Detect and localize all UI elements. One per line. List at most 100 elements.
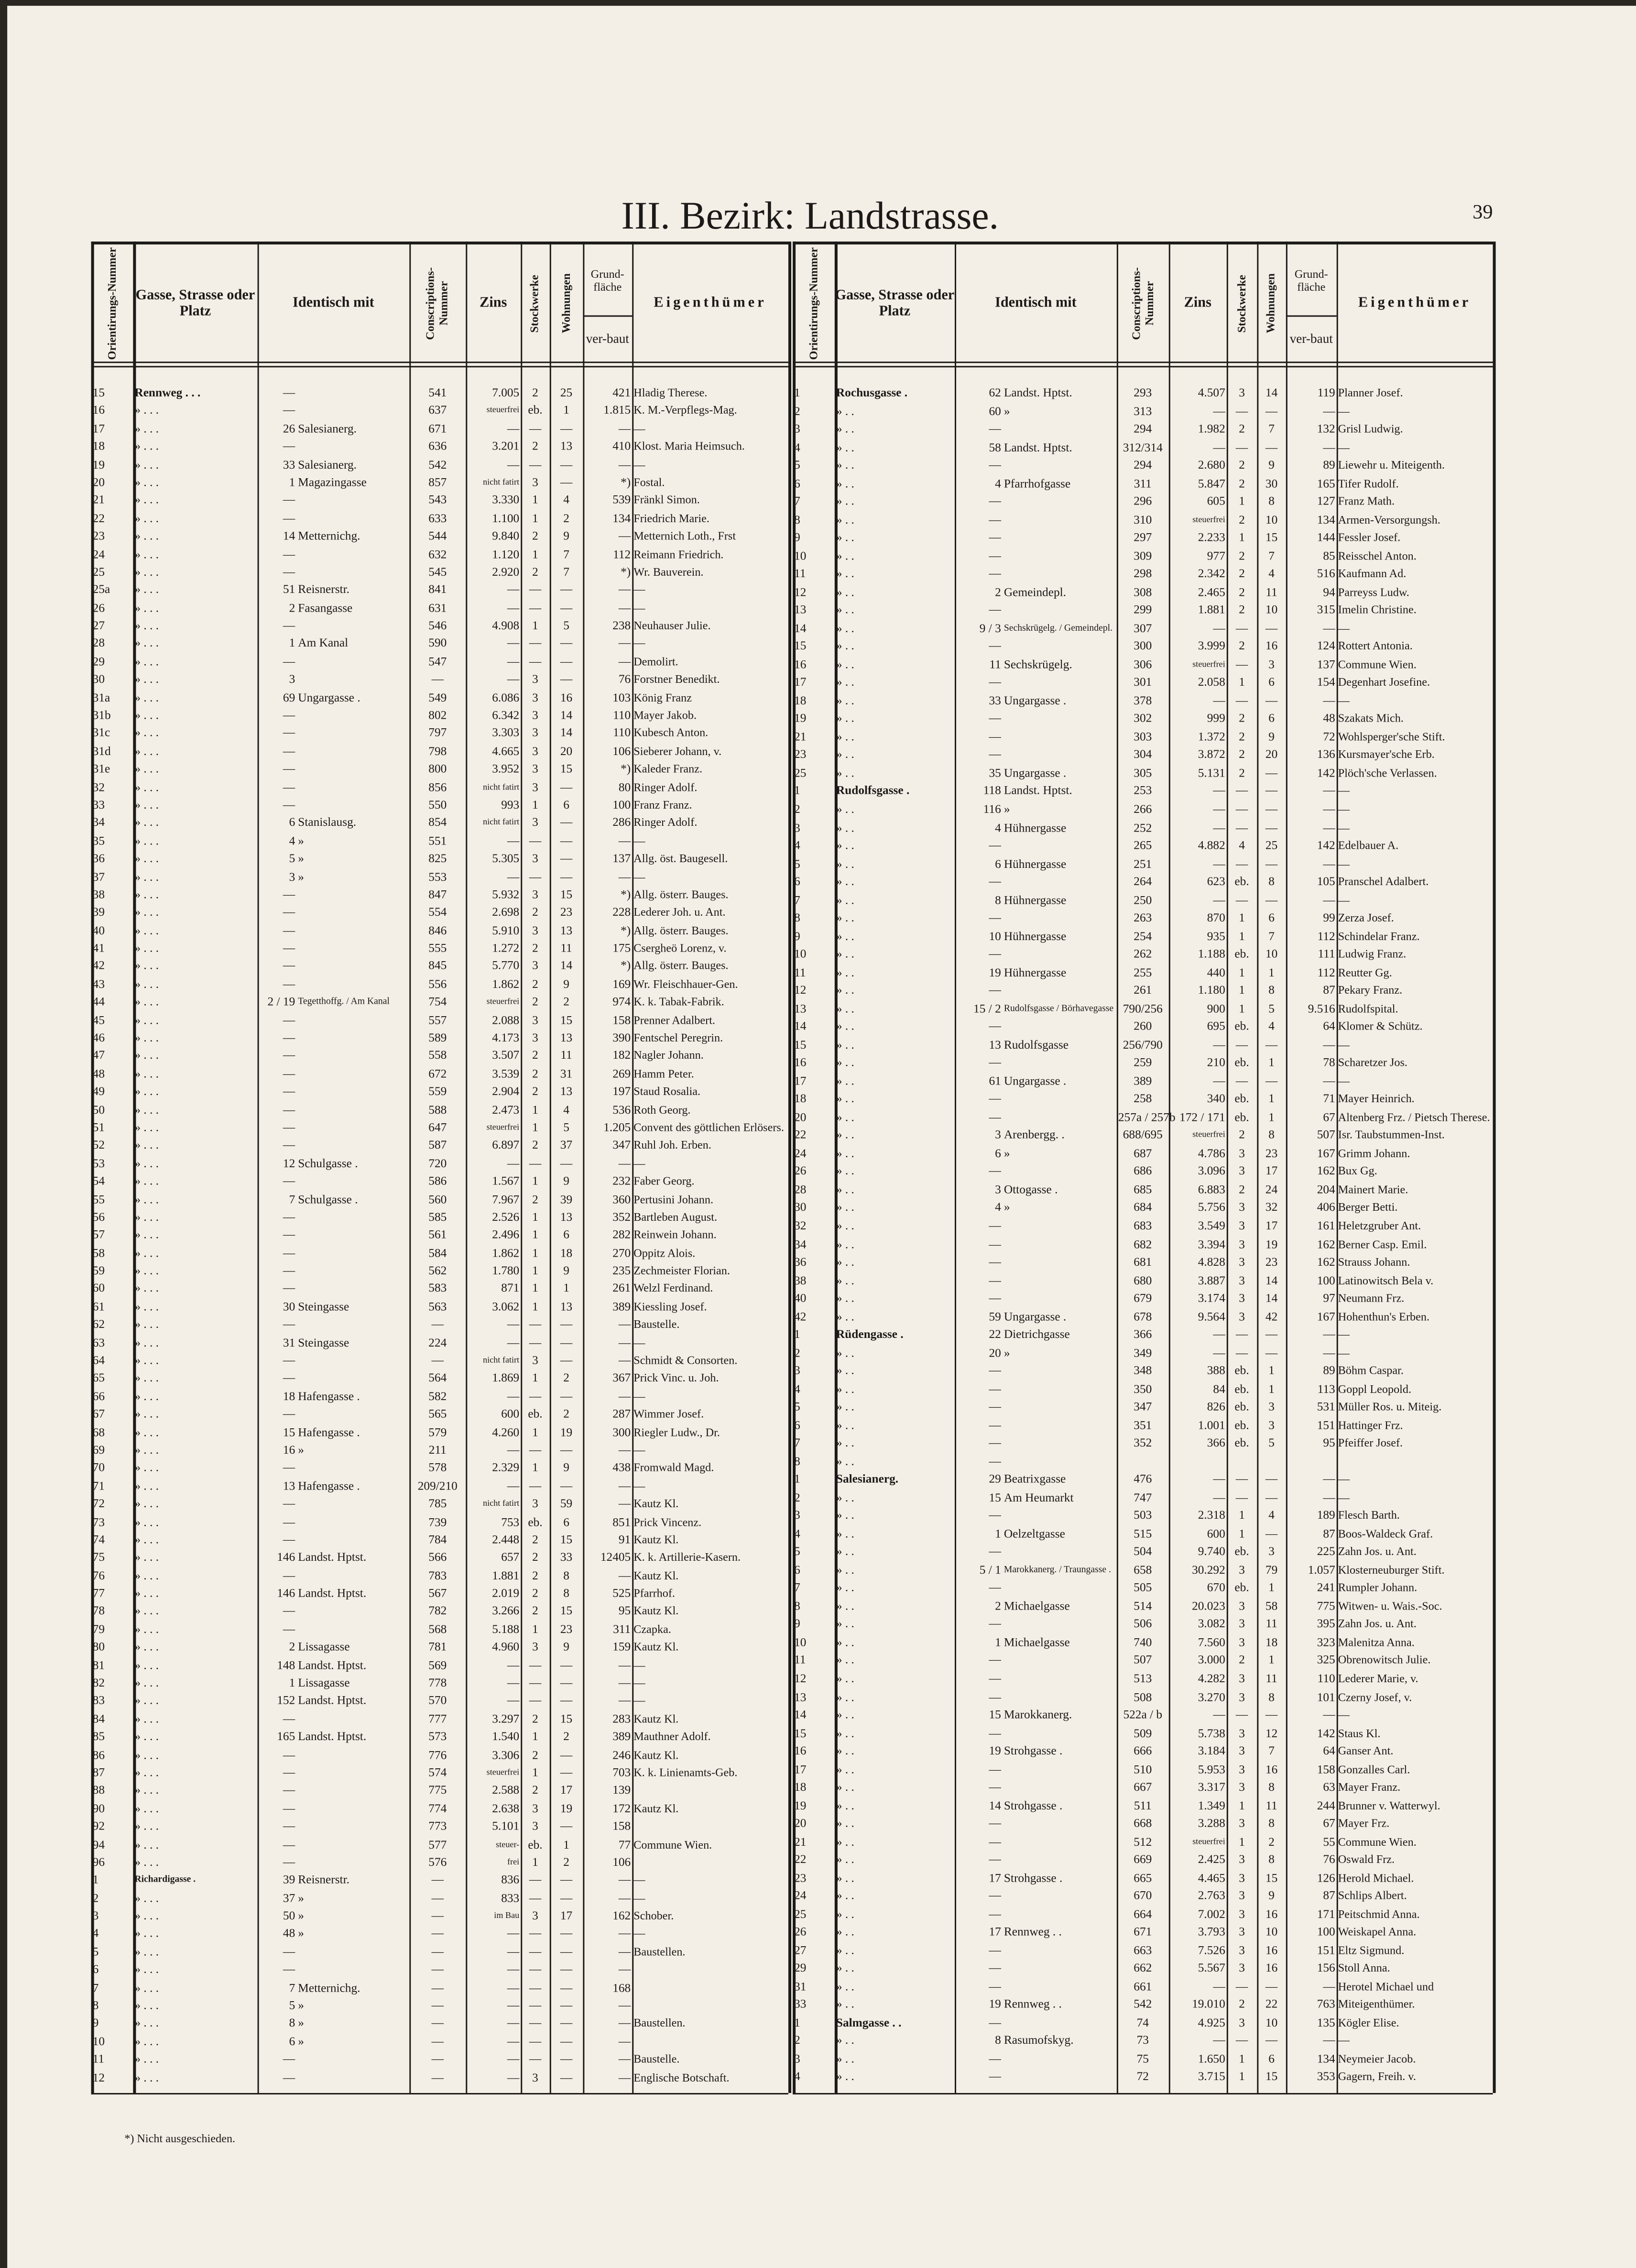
table-cell: — xyxy=(283,745,295,758)
table-cell: 3 xyxy=(1239,1744,1245,1758)
table-cell: — xyxy=(1235,2034,1248,2048)
table-cell: 74 xyxy=(92,1533,105,1546)
table-cell: 773 xyxy=(428,1819,447,1833)
table-cell: 91 xyxy=(618,1533,631,1546)
table-cell: 2 xyxy=(532,1139,538,1152)
table-cell: 851 xyxy=(612,1515,631,1528)
table-cell: — xyxy=(560,2017,573,2030)
table-cell: 600 xyxy=(1207,1527,1225,1540)
column-header-text: Identisch mit xyxy=(995,295,1077,312)
table-cell: » . . . xyxy=(134,1802,159,1815)
table-cell: Flesch Barth. xyxy=(1338,1509,1400,1523)
table-cell: — xyxy=(431,1999,444,2012)
table-border xyxy=(1286,315,1337,317)
table-cell: Bux Gg. xyxy=(1338,1165,1377,1178)
table-cell: — xyxy=(431,673,444,686)
table-cell: 3 xyxy=(92,1909,99,1923)
column-header: Identisch mit xyxy=(258,246,410,362)
table-cell: — xyxy=(989,1092,1001,1106)
table-cell: 4.828 xyxy=(1198,1255,1225,1269)
table-cell: 259 xyxy=(1134,1056,1152,1070)
table-cell: 1 xyxy=(563,1838,569,1851)
table-cell: 8 xyxy=(1268,984,1275,997)
table-cell: Hladig Therese. xyxy=(633,386,708,399)
table-cell: 42 xyxy=(92,959,105,973)
table-cell: 1 xyxy=(532,1174,538,1188)
table-cell: Rochusgasse . xyxy=(836,386,908,399)
table-cell: 2 xyxy=(532,977,538,991)
table-cell: 541 xyxy=(428,386,447,399)
table-cell: 8 xyxy=(1268,1690,1275,1703)
table-cell: — xyxy=(1235,857,1248,870)
table-cell: 110 xyxy=(613,726,631,740)
table-cell: 127 xyxy=(1317,494,1335,508)
table-cell: 557 xyxy=(428,1013,447,1027)
table-cell: 2 xyxy=(794,1346,800,1359)
table-cell: König Franz xyxy=(633,690,692,704)
table-cell: 551 xyxy=(428,834,447,847)
table-cell: » xyxy=(298,1891,304,1905)
table-cell: 1.780 xyxy=(492,1264,520,1278)
table-cell: 2 xyxy=(532,1049,538,1063)
table-cell: 720 xyxy=(428,1157,447,1170)
table-cell: » . . xyxy=(836,657,854,671)
table-cell: 3.539 xyxy=(492,1067,520,1080)
table-cell: — xyxy=(283,1855,295,1869)
table-cell: — xyxy=(560,458,573,471)
table-cell: 37 xyxy=(560,1139,573,1152)
table-cell: 4 xyxy=(563,1103,569,1116)
table-cell: 14 xyxy=(794,621,807,635)
table-cell: 3.201 xyxy=(492,440,520,453)
table-cell: — xyxy=(1265,1346,1278,1359)
table-cell: — xyxy=(989,730,1001,744)
table-cell: 167 xyxy=(1317,1310,1335,1323)
table-cell: 48 xyxy=(283,1927,295,1940)
table-cell: — xyxy=(1338,857,1350,870)
table-cell: — xyxy=(989,1835,1001,1848)
table-cell: 70 xyxy=(92,1461,105,1475)
table-cell: 16 xyxy=(1265,1907,1278,1921)
table-cell: Rennweg . . xyxy=(1003,1926,1062,1939)
table-cell: — xyxy=(633,601,645,614)
table-cell: 12 xyxy=(283,1157,295,1170)
table-cell: 95 xyxy=(1323,1436,1335,1450)
table-cell: — xyxy=(989,1853,1001,1866)
table-cell: — xyxy=(633,1891,645,1905)
table-cell: 347 xyxy=(612,1139,631,1152)
table-cell: » . . xyxy=(836,1038,854,1052)
table-cell: 841 xyxy=(428,583,447,597)
table-cell: 3.330 xyxy=(492,493,520,507)
table-cell: 38 xyxy=(92,887,105,901)
table-cell: 83 xyxy=(92,1694,105,1708)
table-cell: 2 xyxy=(289,1640,295,1654)
table-cell: 25 xyxy=(1265,839,1278,852)
table-cell: » . . xyxy=(836,947,854,961)
table-cell: — xyxy=(618,2071,631,2084)
table-cell: — xyxy=(989,1690,1001,1703)
table-cell: Pfeiffer Josef. xyxy=(1338,1436,1403,1450)
table-cell: 311 xyxy=(1134,476,1152,490)
table-cell: Rottert Antonia. xyxy=(1338,639,1413,653)
table-cell: 168 xyxy=(612,1981,631,1994)
table-cell: 137 xyxy=(1317,657,1335,671)
table-cell: 51 xyxy=(92,1121,105,1134)
table-cell: » . . xyxy=(836,730,854,744)
table-cell: — xyxy=(989,1273,1001,1287)
table-cell: Baustelle. xyxy=(633,1318,680,1331)
table-cell: » . . . xyxy=(134,2071,159,2084)
table-cell: Armen-Versorgungsh. xyxy=(1338,513,1440,526)
table-cell: 573 xyxy=(428,1730,447,1743)
table-cell: 2 xyxy=(563,995,569,1009)
column-header-text: Eigenthümer xyxy=(1358,295,1472,312)
table-cell: 670 xyxy=(1134,1889,1152,1903)
table-cell: 298 xyxy=(1134,567,1152,581)
table-cell: 4 xyxy=(1268,1509,1275,1523)
table-cell: 11 xyxy=(1265,1618,1277,1631)
table-cell: Malenitza Anna. xyxy=(1338,1636,1415,1649)
column-header-text: Gasse, Strasse oder Platz xyxy=(135,287,255,320)
table-cell: Prenner Adalbert. xyxy=(633,1013,716,1027)
table-cell: » . . xyxy=(836,1763,854,1776)
table-cell: » . . xyxy=(836,802,854,816)
table-cell: Berner Casp. Emil. xyxy=(1338,1237,1427,1251)
table-cell: 3 xyxy=(1239,1292,1245,1305)
